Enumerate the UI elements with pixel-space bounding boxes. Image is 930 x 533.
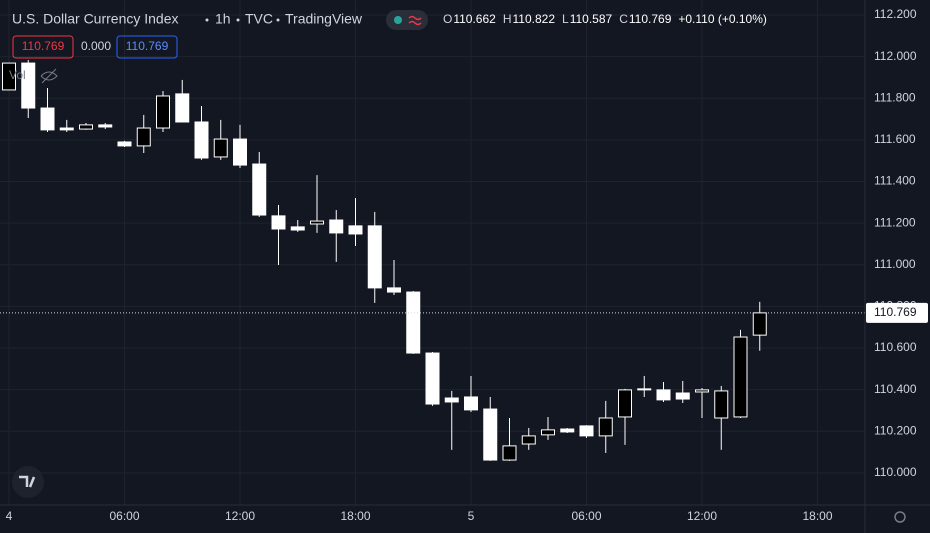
x-tick-label: 4 bbox=[6, 509, 13, 523]
x-tick-label: 12:00 bbox=[687, 509, 717, 523]
ohlc-value: 110.822 bbox=[513, 12, 556, 26]
grid bbox=[0, 0, 865, 505]
y-tick-label: 111.200 bbox=[874, 215, 916, 229]
candle-body bbox=[310, 220, 324, 225]
candle-body bbox=[502, 445, 517, 461]
eye-icon[interactable] bbox=[40, 68, 58, 84]
candle-body bbox=[714, 390, 729, 419]
candle-body bbox=[271, 215, 286, 230]
candle-body bbox=[367, 225, 382, 289]
candle-body bbox=[194, 121, 209, 159]
candle-body bbox=[252, 163, 267, 216]
x-tick-label: 06:00 bbox=[109, 509, 139, 523]
candle-body bbox=[329, 219, 344, 234]
candle-body bbox=[59, 127, 74, 131]
logo-mark bbox=[19, 475, 36, 488]
candle-body bbox=[156, 95, 170, 129]
y-tick-label: 111.000 bbox=[874, 257, 916, 271]
candle-body bbox=[348, 225, 363, 235]
interval: 1h bbox=[215, 11, 231, 27]
candle-body bbox=[21, 62, 36, 109]
y-tick-label: 112.000 bbox=[874, 49, 917, 63]
separator bbox=[276, 18, 280, 22]
ohlc-label: O bbox=[443, 12, 452, 26]
candle-body bbox=[79, 124, 93, 130]
candle-body bbox=[425, 352, 440, 405]
candle-body bbox=[637, 388, 652, 391]
candle-body bbox=[117, 141, 132, 147]
candles bbox=[0, 59, 865, 461]
candle-body bbox=[656, 389, 671, 401]
status-pill[interactable] bbox=[386, 10, 428, 30]
y-tick-label: 111.800 bbox=[874, 90, 916, 104]
candle-body bbox=[752, 312, 767, 336]
badge-text: 110.769 bbox=[22, 39, 65, 53]
ohlc-legend: O 110.662 H 110.822 L 110.587 C 110.769 +0.110 (… bbox=[443, 12, 767, 26]
source: TradingView bbox=[285, 11, 363, 27]
badge-text: 110.769 bbox=[126, 39, 169, 53]
ohlc-label: L bbox=[562, 12, 569, 26]
symbol: U.S. Dollar Currency Index bbox=[12, 11, 179, 27]
candle-body bbox=[175, 93, 190, 123]
y-tick-label: 110.400 bbox=[874, 382, 917, 396]
separator bbox=[236, 18, 240, 22]
y-tick-label: 110.000 bbox=[874, 465, 917, 479]
axes: 110.000110.200110.400110.600110.800111.0… bbox=[6, 7, 928, 523]
x-tick-label: 18:00 bbox=[340, 509, 370, 523]
candle-body bbox=[290, 226, 305, 231]
last-price-label: 110.769 bbox=[874, 305, 917, 319]
candle-body bbox=[233, 138, 247, 166]
badge bbox=[12, 35, 74, 59]
candle-body bbox=[675, 392, 690, 400]
candle-body bbox=[560, 428, 575, 433]
separator bbox=[205, 18, 209, 22]
x-tick-label: 18:00 bbox=[802, 509, 832, 523]
y-tick-label: 111.600 bbox=[874, 132, 916, 146]
candle-body bbox=[2, 62, 16, 91]
candle-body bbox=[579, 425, 594, 437]
candle-body bbox=[695, 389, 709, 393]
x-tick-label: 5 bbox=[468, 509, 475, 523]
settings-icon[interactable] bbox=[894, 511, 906, 523]
candle-body bbox=[541, 429, 555, 436]
ohlc-change: +0.110 (+0.10%) bbox=[678, 12, 767, 26]
candle-body bbox=[387, 287, 401, 293]
exchange: TVC bbox=[245, 11, 273, 27]
candle-body bbox=[98, 124, 113, 128]
status-icon bbox=[408, 15, 422, 26]
volume-label: Vol bbox=[9, 68, 26, 82]
badge bbox=[116, 35, 178, 59]
candle-body bbox=[598, 417, 613, 437]
y-tick-label: 110.600 bbox=[874, 340, 917, 354]
ohlc-value: 110.587 bbox=[570, 12, 613, 26]
last-price-box bbox=[866, 302, 928, 323]
x-tick-label: 06:00 bbox=[571, 509, 601, 523]
candle-body bbox=[444, 397, 459, 403]
candle-body bbox=[406, 291, 421, 354]
status-dot bbox=[394, 16, 402, 24]
candle-body bbox=[618, 389, 632, 418]
ohlc-value: 110.769 bbox=[629, 12, 672, 26]
ohlc-label: H bbox=[503, 12, 512, 26]
candle-body bbox=[136, 127, 151, 147]
candle-body bbox=[733, 336, 748, 418]
x-tick-label: 12:00 bbox=[225, 509, 255, 523]
y-tick-label: 110.200 bbox=[874, 423, 917, 437]
ohlc-label: C bbox=[619, 12, 628, 26]
badge-text: 0.000 bbox=[81, 39, 111, 53]
candle-body bbox=[213, 138, 228, 158]
candle-body bbox=[464, 396, 478, 411]
ohlc-value: 110.662 bbox=[453, 12, 496, 26]
candle-body bbox=[483, 408, 498, 461]
y-tick-label: 111.400 bbox=[874, 174, 916, 188]
y-tick-label: 112.200 bbox=[874, 7, 917, 21]
candle-body bbox=[40, 107, 55, 131]
candle-body bbox=[521, 435, 536, 445]
